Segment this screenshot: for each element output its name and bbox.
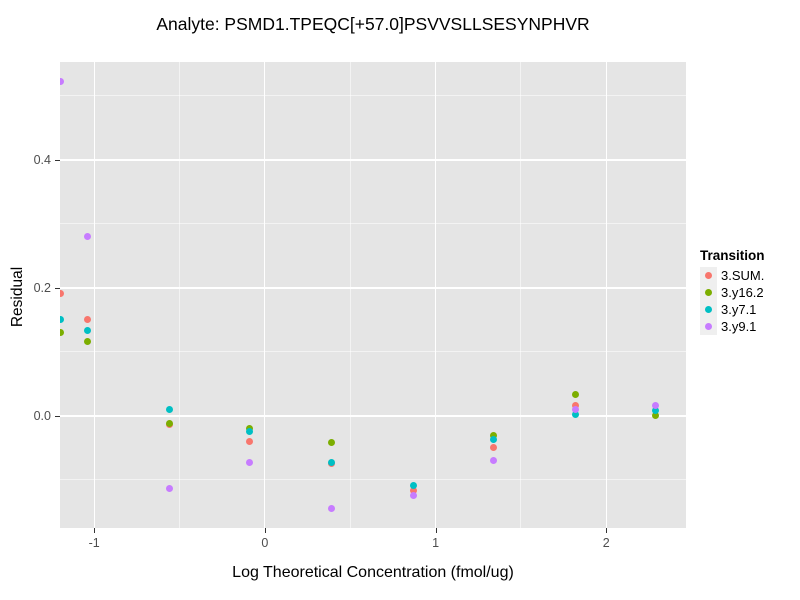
y-minor-gridline (60, 95, 686, 97)
data-point (60, 316, 64, 324)
y-major-gridline (60, 415, 686, 417)
legend-item: 3.SUM. (700, 267, 765, 284)
y-tick-mark (55, 159, 60, 161)
legend-item: 3.y16.2 (700, 284, 765, 301)
x-major-gridline (93, 62, 95, 528)
x-tick-label: 0 (261, 536, 269, 550)
legend-item-label: 3.y7.1 (721, 302, 757, 317)
legend-item-label: 3.y16.2 (721, 285, 764, 300)
data-point (409, 482, 417, 490)
y-major-gridline (60, 159, 686, 161)
data-point (60, 289, 64, 297)
data-point (60, 329, 64, 337)
legend-item: 3.y7.1 (700, 301, 765, 318)
data-point (490, 457, 498, 465)
data-point (327, 504, 335, 512)
data-point (327, 439, 335, 447)
x-minor-gridline (178, 62, 180, 528)
legend-item-label: 3.SUM. (721, 268, 765, 283)
legend: Transition 3.SUM. 3.y16.2 3.y7.1 3.y9.1 (700, 248, 765, 335)
legend-key (700, 301, 717, 318)
legend-key-dot (705, 323, 712, 330)
x-axis-label: Log Theoretical Concentration (fmol/ug) (232, 564, 514, 581)
data-point (490, 431, 498, 439)
data-point (245, 427, 253, 435)
data-point (83, 316, 91, 324)
x-minor-gridline (349, 62, 351, 528)
data-point (83, 327, 91, 335)
data-point (572, 410, 580, 418)
plot-panel (60, 62, 686, 528)
data-point (490, 435, 498, 443)
data-point (409, 492, 417, 500)
data-point (572, 406, 580, 414)
data-point (572, 402, 580, 410)
y-tick-label: 0.4 (33, 152, 51, 167)
y-axis-label: Residual (9, 266, 26, 328)
data-point (83, 337, 91, 345)
y-minor-gridline (60, 223, 686, 225)
data-point (165, 484, 173, 492)
x-tick-mark (264, 528, 266, 533)
legend-item: 3.y9.1 (700, 318, 765, 335)
data-point (652, 407, 660, 415)
x-major-gridline (605, 62, 607, 528)
legend-item-label: 3.y9.1 (721, 319, 757, 334)
x-major-gridline (434, 62, 437, 528)
x-tick-mark (435, 528, 437, 533)
x-tick-label: 2 (602, 536, 610, 550)
data-point (245, 438, 253, 446)
data-point (60, 78, 64, 86)
legend-key (700, 284, 717, 301)
data-point (652, 402, 660, 410)
data-point (165, 406, 173, 414)
legend-key-dot (705, 272, 712, 279)
data-point (409, 486, 417, 494)
y-tick-label: 0.0 (33, 408, 51, 423)
x-tick-label: -1 (88, 536, 100, 550)
x-tick-mark (606, 528, 608, 533)
y-major-gridline (60, 287, 686, 289)
data-point (245, 459, 253, 467)
data-point (490, 444, 498, 452)
y-tick-label: 0.2 (33, 280, 51, 295)
data-point (165, 419, 173, 427)
data-point (83, 233, 91, 241)
legend-items: 3.SUM. 3.y16.2 3.y7.1 3.y9.1 (700, 267, 765, 335)
x-tick-label: 1 (432, 536, 440, 550)
x-minor-gridline (520, 62, 522, 528)
legend-key (700, 318, 717, 335)
legend-key-dot (705, 306, 712, 313)
y-minor-gridline (60, 351, 686, 353)
x-major-gridline (264, 62, 266, 528)
chart-title: Analyte: PSMD1.TPEQC[+57.0]PSVVSLLSESYNP… (156, 14, 590, 34)
y-tick-mark (55, 415, 60, 417)
legend-key-dot (705, 289, 712, 296)
y-tick-mark (55, 287, 60, 289)
x-tick-mark (94, 528, 96, 533)
legend-title: Transition (700, 248, 765, 263)
data-point (572, 390, 580, 398)
y-minor-gridline (60, 479, 686, 481)
legend-key (700, 267, 717, 284)
data-point (652, 412, 660, 420)
data-point (327, 458, 335, 466)
